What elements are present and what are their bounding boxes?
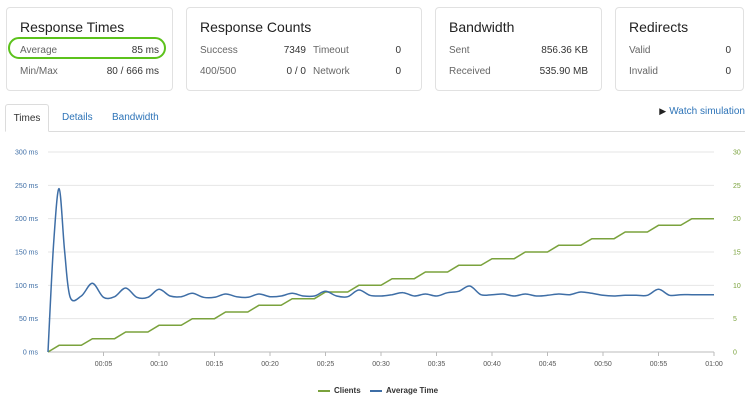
legend-average-time-label: Average Time — [386, 386, 439, 395]
bandwidth-card: Bandwidth Sent 856.36 KB Received 535.90… — [435, 7, 602, 91]
timeout-value: 0 — [395, 45, 401, 56]
response-times-card: Response Times Average 85 ms Min/Max 80 … — [6, 7, 173, 91]
minmax-label: Min/Max — [20, 66, 58, 77]
invalid-value: 0 — [725, 66, 731, 77]
average-label: Average — [20, 45, 58, 56]
y-left-tick-label: 250 ms — [15, 183, 38, 190]
x-tick-label: 00:30 — [372, 361, 390, 368]
error-value: 0 / 0 — [286, 66, 306, 77]
y-left-tick-label: 150 ms — [15, 250, 38, 257]
sent-label: Sent — [449, 45, 470, 56]
network-value: 0 — [395, 66, 401, 77]
timeout-label: Timeout — [313, 45, 349, 56]
x-tick-label: 00:20 — [261, 361, 279, 368]
tab-times[interactable]: Times — [5, 104, 49, 132]
average-value: 85 ms — [131, 45, 159, 56]
y-right-tick-label: 10 — [733, 283, 741, 290]
minmax-value: 80 / 666 ms — [106, 66, 159, 77]
success-label: Success — [200, 45, 238, 56]
legend-average-time: Average Time — [370, 386, 438, 395]
response-counts-title: Response Counts — [200, 19, 312, 35]
y-left-tick-label: 300 ms — [15, 150, 38, 157]
y-left-tick-label: 200 ms — [15, 216, 38, 223]
y-right-tick-label: 25 — [733, 183, 741, 190]
x-tick-label: 00:40 — [483, 361, 501, 368]
sent-value: 856.36 KB — [541, 45, 588, 56]
response-times-title: Response Times — [20, 19, 125, 35]
legend-average-time-swatch — [370, 389, 382, 392]
bandwidth-title: Bandwidth — [449, 19, 515, 35]
y-right-tick-label: 20 — [733, 216, 741, 223]
response-counts-card: Response Counts Success 7349 Timeout 0 4… — [186, 7, 422, 91]
success-value: 7349 — [283, 45, 306, 56]
legend-clients-label: Clients — [334, 386, 361, 395]
valid-value: 0 — [725, 45, 731, 56]
redirects-title: Redirects — [629, 19, 689, 35]
y-left-tick-label: 50 ms — [19, 316, 39, 323]
x-tick-label: 01:00 — [705, 361, 723, 368]
network-label: Network — [313, 66, 350, 77]
legend-clients: Clients — [318, 386, 361, 395]
x-tick-label: 00:10 — [150, 361, 168, 368]
y-right-tick-label: 30 — [733, 150, 741, 157]
x-tick-label: 00:35 — [428, 361, 446, 368]
legend-clients-swatch — [318, 389, 330, 392]
tab-bandwidth[interactable]: Bandwidth — [112, 112, 159, 123]
y-left-tick-label: 100 ms — [15, 283, 38, 290]
clients-series-line — [47, 217, 714, 353]
invalid-label: Invalid — [629, 66, 658, 77]
average-time-series-line — [47, 187, 714, 353]
redirects-card: Redirects Valid 0 Invalid 0 — [615, 7, 744, 91]
valid-label: Valid — [629, 45, 651, 56]
x-tick-label: 00:15 — [206, 361, 224, 368]
received-label: Received — [449, 66, 491, 77]
tab-details[interactable]: Details — [62, 112, 93, 123]
x-tick-label: 00:55 — [650, 361, 668, 368]
watch-simulation-label: Watch simulation — [669, 106, 745, 117]
y-right-tick-label: 5 — [733, 316, 737, 323]
average-highlight-ring — [8, 37, 166, 59]
x-tick-label: 00:25 — [317, 361, 335, 368]
x-tick-label: 00:05 — [95, 361, 113, 368]
received-value: 535.90 MB — [539, 66, 588, 77]
tab-bar-divider — [5, 131, 745, 132]
play-icon: ▶ — [659, 106, 667, 116]
y-right-tick-label: 0 — [733, 350, 737, 357]
x-tick-label: 00:50 — [594, 361, 612, 368]
y-left-tick-label: 0 ms — [23, 350, 39, 357]
y-right-tick-label: 15 — [733, 250, 741, 257]
error-label: 400/500 — [200, 66, 237, 77]
watch-simulation-link[interactable]: ▶ Watch simulation — [659, 106, 745, 117]
x-tick-label: 00:45 — [539, 361, 557, 368]
